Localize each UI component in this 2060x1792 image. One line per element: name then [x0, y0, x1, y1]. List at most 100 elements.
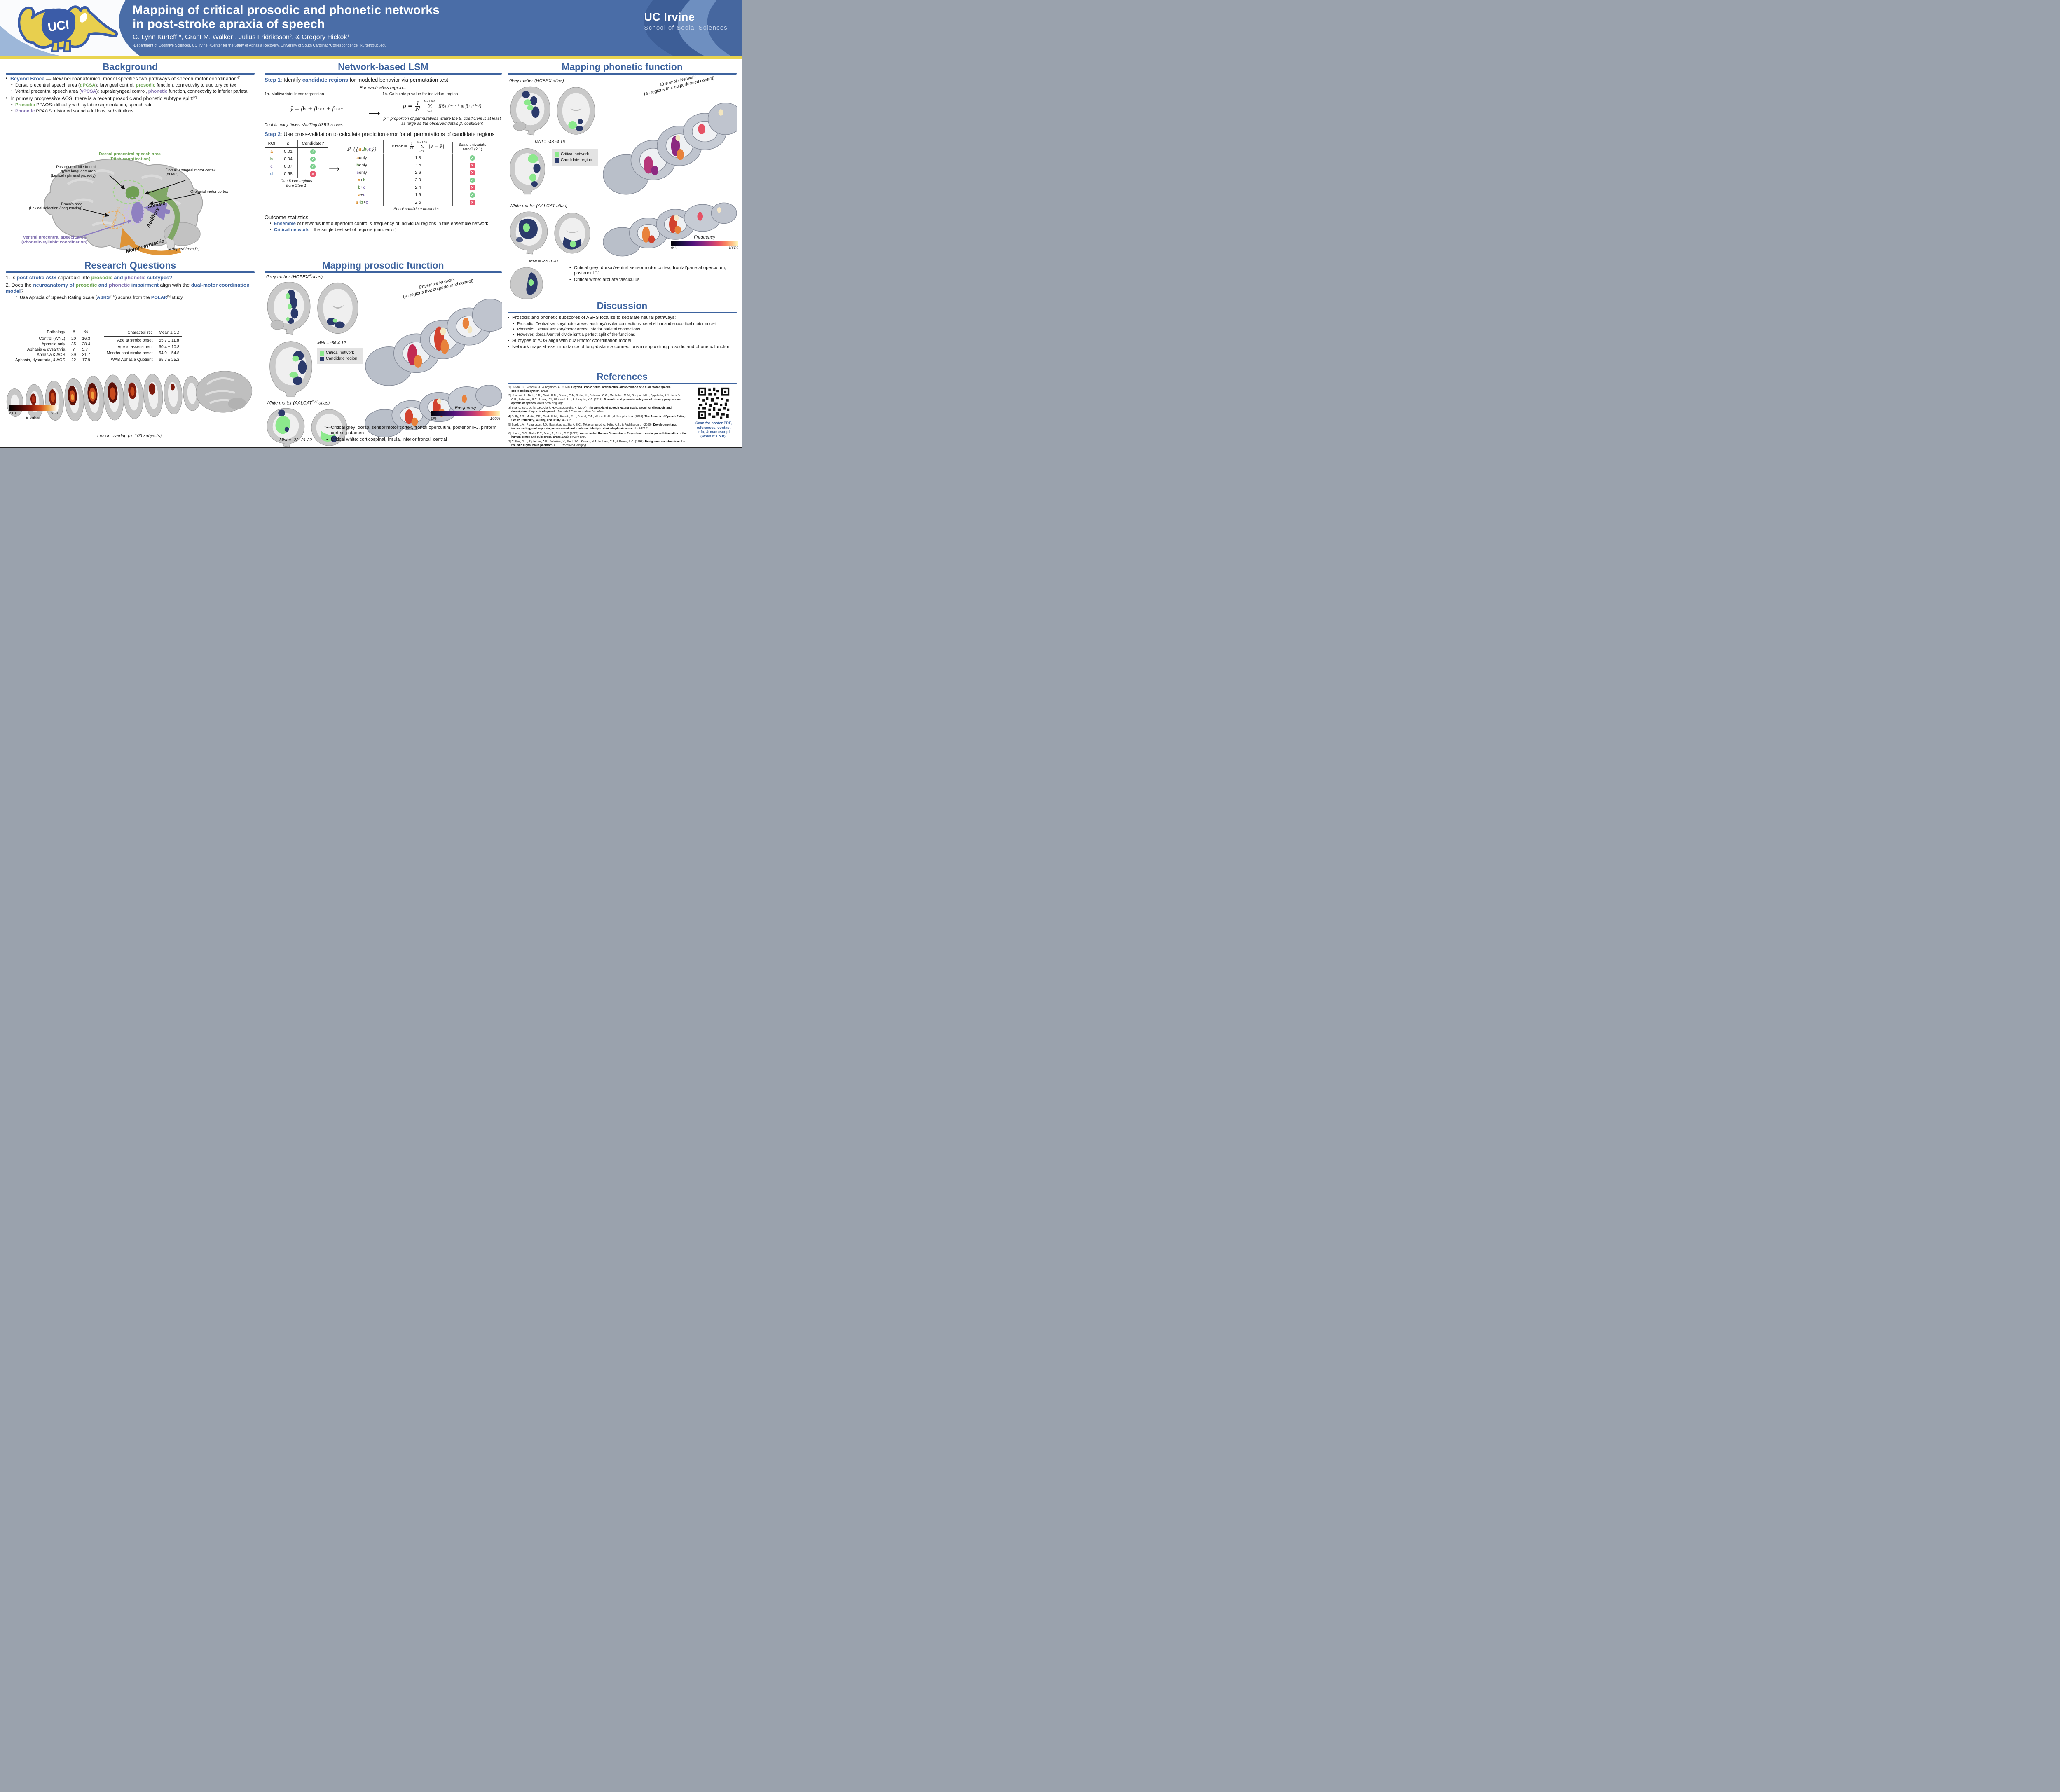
- table-row: Aphasia only 35 28.4: [12, 342, 93, 347]
- discussion-sub-3: However, dorsal/ventral divide isn't a p…: [513, 332, 737, 337]
- research-q2: 2. Does the neuroanatomy of prosodic and…: [6, 282, 250, 295]
- qr-block: Scan for poster PDF, references, contact…: [692, 386, 735, 438]
- title-block: Mapping of critical prosodic and phoneti…: [133, 3, 569, 47]
- legend-candidate-label: Candidate region: [561, 158, 592, 162]
- label-posterior-mfg: Posterior middle frontal gyrus language …: [50, 165, 96, 178]
- background-sub-3: Prosodic PPAOS: difficulty with syllable…: [11, 103, 255, 108]
- table-row: Age at assessment 60.4 ± 10.8: [104, 344, 183, 351]
- note-1a: Do this many times, shuffling ASRS score…: [265, 123, 343, 128]
- check-icon: ✓: [470, 155, 475, 161]
- reference-item: [1] Hickok, G., Venezia, J., & Teghipco,…: [508, 386, 671, 393]
- frequency-min: 0%: [671, 246, 677, 250]
- candidate-region-swatch: [320, 357, 324, 361]
- reference-item: [7] Collins, D.L., Zijdenbos, A.P., Koll…: [508, 440, 685, 447]
- diagram-credit: Adapted from [1]: [169, 247, 199, 252]
- background-sub-1: Dorsal precentral speech area (dPCSA): l…: [11, 83, 255, 88]
- background-sub-2: Ventral precentral speech area (vPCSA): …: [11, 89, 255, 94]
- discussion-bullet-1: Prosodic and phonetic subscores of ASRS …: [508, 315, 737, 321]
- discussion-sub-1: Prosodic: Central sensory/motor areas, a…: [513, 322, 737, 327]
- header-right-swoosh: [644, 0, 742, 56]
- table-row: WAB Aphasia Quotient 65.7 ± 25.2: [104, 356, 183, 363]
- frequency-min: 0%: [431, 416, 437, 421]
- x-icon: ✕: [470, 170, 475, 175]
- phonetic-grey-sagittal-slice: [510, 86, 550, 136]
- x-icon: ✕: [470, 199, 475, 205]
- table-row: Months post stroke onset 54.9 ± 54.8: [104, 350, 183, 357]
- lsm-step1-panels: 1a. Multivariate linear regression ŷ = β…: [265, 92, 502, 128]
- brain-diagram-image: [44, 159, 203, 255]
- frequency-gradient: [431, 411, 500, 416]
- prosodic-grey-axial-slice: [317, 282, 358, 334]
- phonetic-heading: Mapping phonetic function: [562, 61, 683, 72]
- background-heading: Background: [102, 61, 158, 72]
- check-icon: ✓: [470, 177, 475, 183]
- lesion-colorbar-gradient: [9, 405, 58, 411]
- reference-item: [3] Strand, E.A., Duffy, J.R., Clark, H.…: [508, 407, 672, 414]
- networks-caption: Set of candidate networks: [393, 207, 439, 212]
- lsm-step1: Step 1: Identify candidate regions for m…: [265, 77, 448, 83]
- outcome-bullet-2: Critical network = the single best set o…: [270, 227, 502, 233]
- prosodic-grey-sagittal-slice: [267, 282, 311, 335]
- legend-candidate-label: Candidate region: [326, 356, 358, 361]
- phonetic-white-label: White matter (AALCAT atlas): [509, 204, 567, 208]
- critical-network-swatch: [555, 152, 559, 157]
- table-row: Aphasia & AOS 39 31.7: [12, 352, 93, 358]
- phonetic-grey-coronal-slice: [510, 148, 545, 195]
- prosodic-legend: Critical network Candidate region: [317, 348, 363, 364]
- phonetic-legend: Critical network Candidate region: [552, 149, 598, 166]
- regression-formula: ŷ = β₀ + β₁x₁ + β₂x₂: [290, 106, 343, 112]
- poster-title-line1: Mapping of critical prosodic and phoneti…: [133, 3, 440, 17]
- section-background: Background Beyond Broca — New neuroanato…: [6, 62, 255, 115]
- label-broca: Broca's area (Lexical selection / sequen…: [29, 202, 82, 211]
- prosodic-heading: Mapping prosodic function: [322, 260, 444, 271]
- tables-arrow-icon: ⟶: [329, 165, 339, 173]
- discussion-bullet-3: Network maps stress importance of long-d…: [508, 344, 737, 350]
- label-dlmc: Dorsal laryngeal motor cortex (dLMC): [166, 168, 216, 177]
- phonetic-grey-label: Grey matter (HCPEX atlas): [509, 78, 564, 83]
- lesion-colorbar: <10 >50 # subjs.: [9, 405, 58, 421]
- yellow-divider: [0, 56, 742, 59]
- prosodic-finding-1: Critical grey: dorsal sensorimotor corte…: [326, 425, 501, 436]
- prosodic-finding-2: Critical white: corticospinal, insula, i…: [326, 437, 501, 443]
- label-ventral-speech-area: Ventral precentral speech area (Phonetic…: [21, 235, 87, 245]
- roi-caption: Candidate regions from Step 1: [280, 179, 312, 188]
- prosodic-grey-label: Grey matter (HCPEX[6]atlas): [266, 274, 323, 280]
- prosodic-grey-ensemble-image: [365, 299, 502, 386]
- label-1a: 1a. Multivariate linear regression: [265, 92, 324, 97]
- discussion-sub-2: Phonetic: Central sensory/motor areas, i…: [513, 327, 737, 332]
- legend-critical-label: Critical network: [326, 351, 354, 355]
- frequency-title: Frequency: [694, 235, 715, 240]
- references-rule: [508, 383, 737, 385]
- poster-bottom-edge: [0, 447, 742, 448]
- qr-code: [697, 386, 730, 420]
- phonetic-grey-mni: MNI = -43 -4 16: [535, 139, 565, 144]
- table-header-row: Pathology # %: [12, 330, 93, 336]
- affiliation: ¹Department of Cognitive Sciences, UC Ir…: [133, 43, 387, 47]
- outcome-bullet-1: Ensemble of networks that outperform con…: [270, 221, 502, 227]
- phonetic-grey-ensemble-image: [603, 103, 737, 195]
- demographics-tables: Pathology # % Control (WNL) 20 16.3 Aphasi…: [12, 330, 255, 363]
- frequency-title: Frequency: [455, 405, 476, 410]
- phonetic-finding-1: Critical grey: dorsal/ventral sensorimot…: [569, 265, 737, 276]
- label-orofacial: Orofacial motor cortex: [190, 189, 228, 194]
- flow-arrow-icon: ⟶: [368, 109, 380, 119]
- lsm-heading: Network-based LSM: [338, 61, 428, 72]
- label-1b: 1b. Calculate p-value for individual reg…: [382, 92, 458, 97]
- lesion-caption: Lesion overlap (n=106 subjects): [97, 433, 162, 438]
- phonetic-frequency-bar: Frequency 0% 100%: [671, 235, 738, 250]
- references-list: [1] Hickok, G., Venezia, J., & Teghipco,…: [508, 386, 687, 448]
- lesion-max-label: >50: [51, 411, 58, 416]
- svg-text:UCI: UCI: [47, 18, 70, 35]
- brand-name: UC Irvine: [644, 11, 695, 23]
- reference-item: [2] Utianski, R., Duffy, J.R., Clark, H.…: [508, 394, 682, 405]
- frequency-gradient: [671, 241, 738, 246]
- background-bullet-2: In primary progressive AOS, there is a r…: [6, 95, 255, 102]
- prosodic-rule: [265, 271, 502, 274]
- table-row: Age at stroke onset 55.7 ± 11.8: [104, 337, 183, 344]
- check-icon: ✓: [470, 192, 475, 198]
- brand-block: UC Irvine School of Social Sciences: [644, 11, 728, 31]
- note-1b: p = proportion of permutations where the…: [383, 117, 501, 126]
